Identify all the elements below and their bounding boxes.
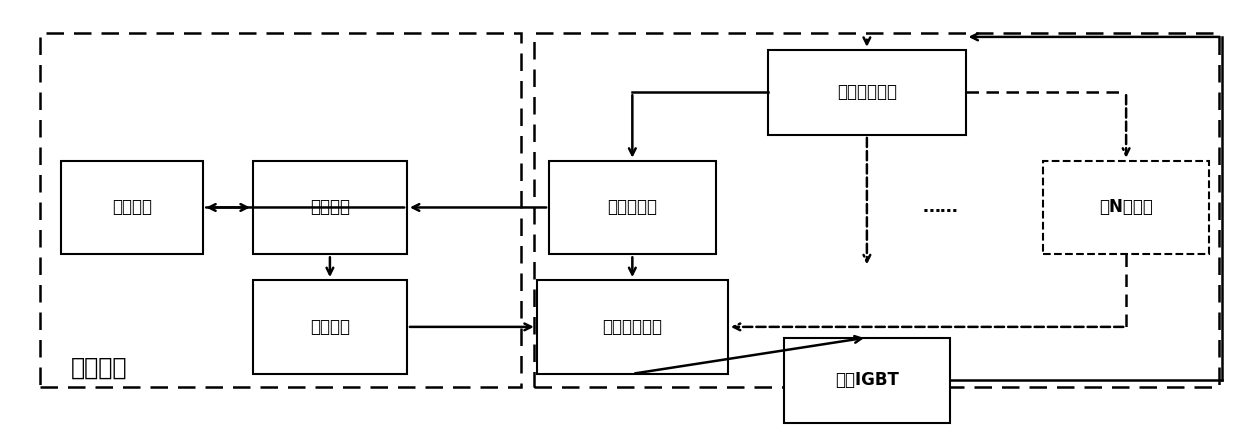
Text: 隔离单元: 隔离单元 (310, 198, 350, 216)
Bar (533, 33, 1219, 387)
Text: 控制单元: 控制单元 (113, 198, 153, 216)
Bar (549, 161, 715, 254)
Text: 电压采集模块: 电压采集模块 (837, 83, 897, 102)
Text: 串联IGBT: 串联IGBT (835, 371, 899, 389)
Bar (62, 161, 203, 254)
Bar (253, 280, 407, 374)
Bar (768, 50, 966, 135)
Text: 第N比较器: 第N比较器 (1099, 198, 1153, 216)
Text: 驱动单元: 驱动单元 (310, 318, 350, 336)
Bar (1043, 161, 1209, 254)
Bar (537, 280, 728, 374)
Text: 控制模块: 控制模块 (71, 356, 128, 379)
Text: ……: …… (923, 198, 959, 216)
Text: 第一比较器: 第一比较器 (608, 198, 657, 216)
Bar (784, 337, 950, 423)
Bar (40, 33, 521, 387)
Text: 栅极电阻模块: 栅极电阻模块 (603, 318, 662, 336)
Bar (253, 161, 407, 254)
